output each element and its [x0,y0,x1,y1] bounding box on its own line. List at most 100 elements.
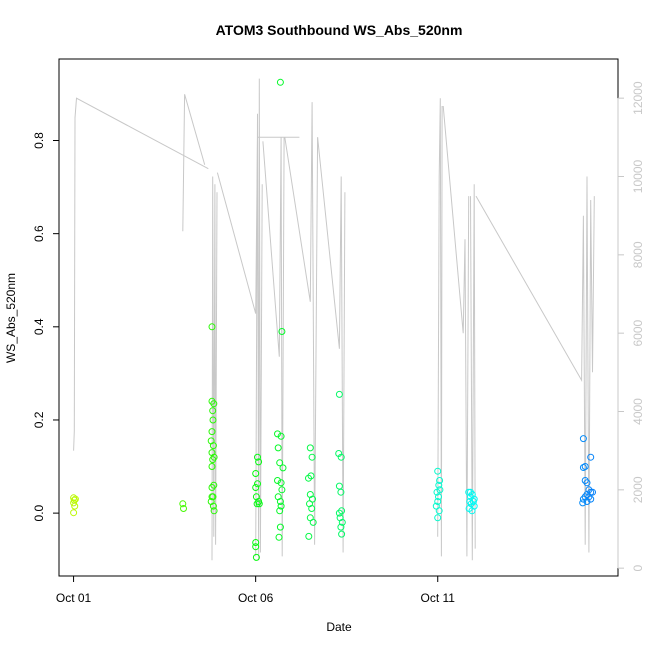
data-point-8 [208,323,216,331]
altitude-line-leg-4 [255,78,263,561]
data-point-37 [253,500,261,508]
data-point-28 [252,543,260,551]
data-point-38 [255,500,263,508]
data-point-113 [579,499,587,507]
data-point-101 [587,453,595,461]
data-point-103 [583,479,591,487]
data-point-18 [209,456,217,464]
x-tick-label-0: Oct 01 [56,591,92,605]
data-point-30 [254,453,261,461]
data-point-6 [179,500,187,508]
data-point-111 [587,495,595,503]
y2-tick-label-0: 0 [631,565,645,572]
data-point-34 [252,484,260,491]
altitude-line-leg-11 [475,176,588,545]
data-point-88 [468,491,476,498]
data-point-51 [276,523,284,531]
altitude-line-leg-6 [284,102,319,545]
altitude-line-leg-5 [262,137,285,557]
data-point-98 [579,435,587,443]
altitude-line-leg-12 [586,176,595,553]
y2-tick-label-2: 4000 [631,398,645,425]
data-point-15 [209,442,217,450]
data-point-86 [436,486,444,494]
data-point-85 [434,514,442,522]
data-point-5 [71,495,79,503]
data-point-64 [309,518,317,526]
data-point-77 [434,467,442,475]
data-point-29 [252,553,260,561]
data-point-39 [274,430,281,438]
data-point-19 [208,463,216,470]
data-point-50 [276,507,284,515]
x-axis-label: Date [326,620,352,634]
data-point-20 [210,481,218,489]
y2-tick-label-6: 12000 [631,81,645,115]
data-point-72 [335,509,343,517]
y-tick-label-3: 0.6 [32,225,46,242]
data-point-13 [208,428,216,436]
y-tick-label-0: 0.0 [32,504,46,521]
data-point-100 [579,464,587,471]
y2-axis: 0 2000 4000 6000 8000 10000 12000 [617,81,645,572]
x-axis: Oct 01 Oct 06 Oct 11 [56,575,456,605]
data-point-4 [70,509,78,517]
data-point-10 [209,407,217,415]
data-point-7 [180,505,187,512]
data-point-76 [338,530,346,538]
data-point-40 [277,432,285,440]
y2-tick-label-5: 10000 [631,159,645,193]
data-point-79 [435,481,443,489]
data-point-55 [306,444,314,452]
data-point-110 [585,493,593,501]
y-tick-label-1: 0.2 [32,411,46,428]
altitude-line-leg-10 [470,184,476,561]
data-point-54 [276,78,284,86]
altitude-line-leg-0 [73,97,209,451]
data-point-97 [467,488,474,496]
data-point-49 [277,502,285,510]
x-tick-label-2: Oct 11 [421,591,456,605]
y2-tick-label-4: 8000 [631,241,645,268]
data-point-74 [338,518,346,526]
x-tick-label-1: Oct 06 [238,591,274,605]
data-point-69 [335,482,343,490]
data-point-58 [307,472,315,480]
y2-tick-label-1: 2000 [631,476,645,503]
data-point-43 [279,464,287,472]
data-point-21 [208,484,216,491]
data-point-52 [275,533,283,541]
data-point-102 [581,477,589,484]
data-point-96 [469,498,477,505]
data-point-46 [278,486,286,494]
data-point-31 [255,458,263,466]
y2-tick-label-3: 6000 [631,319,645,346]
altitude-line-leg-8 [437,98,443,557]
data-point-82 [434,498,442,505]
data-point-56 [308,453,316,461]
altitude-line-layer [73,78,595,561]
data-point-65 [305,532,313,540]
altitude-line-leg-9 [442,105,470,557]
data-point-2 [70,499,78,507]
data-point-107 [583,491,591,498]
data-point-66 [335,390,343,398]
data-point-3 [71,502,79,510]
data-point-71 [338,507,346,515]
data-point-layer [70,78,596,561]
y-tick-label-2: 0.4 [32,318,46,335]
data-point-53 [278,328,286,335]
data-point-32 [252,470,260,477]
altitude-line-leg-2 [211,176,218,561]
data-point-12 [209,416,217,424]
data-point-81 [435,493,442,501]
data-point-112 [583,498,591,505]
data-point-26 [208,493,216,501]
data-point-27 [252,539,260,546]
y-axis-label: WS_Abs_520nm [4,273,18,363]
data-point-68 [335,450,343,457]
data-point-70 [337,488,345,496]
data-point-95 [468,507,476,515]
data-point-75 [337,523,345,531]
